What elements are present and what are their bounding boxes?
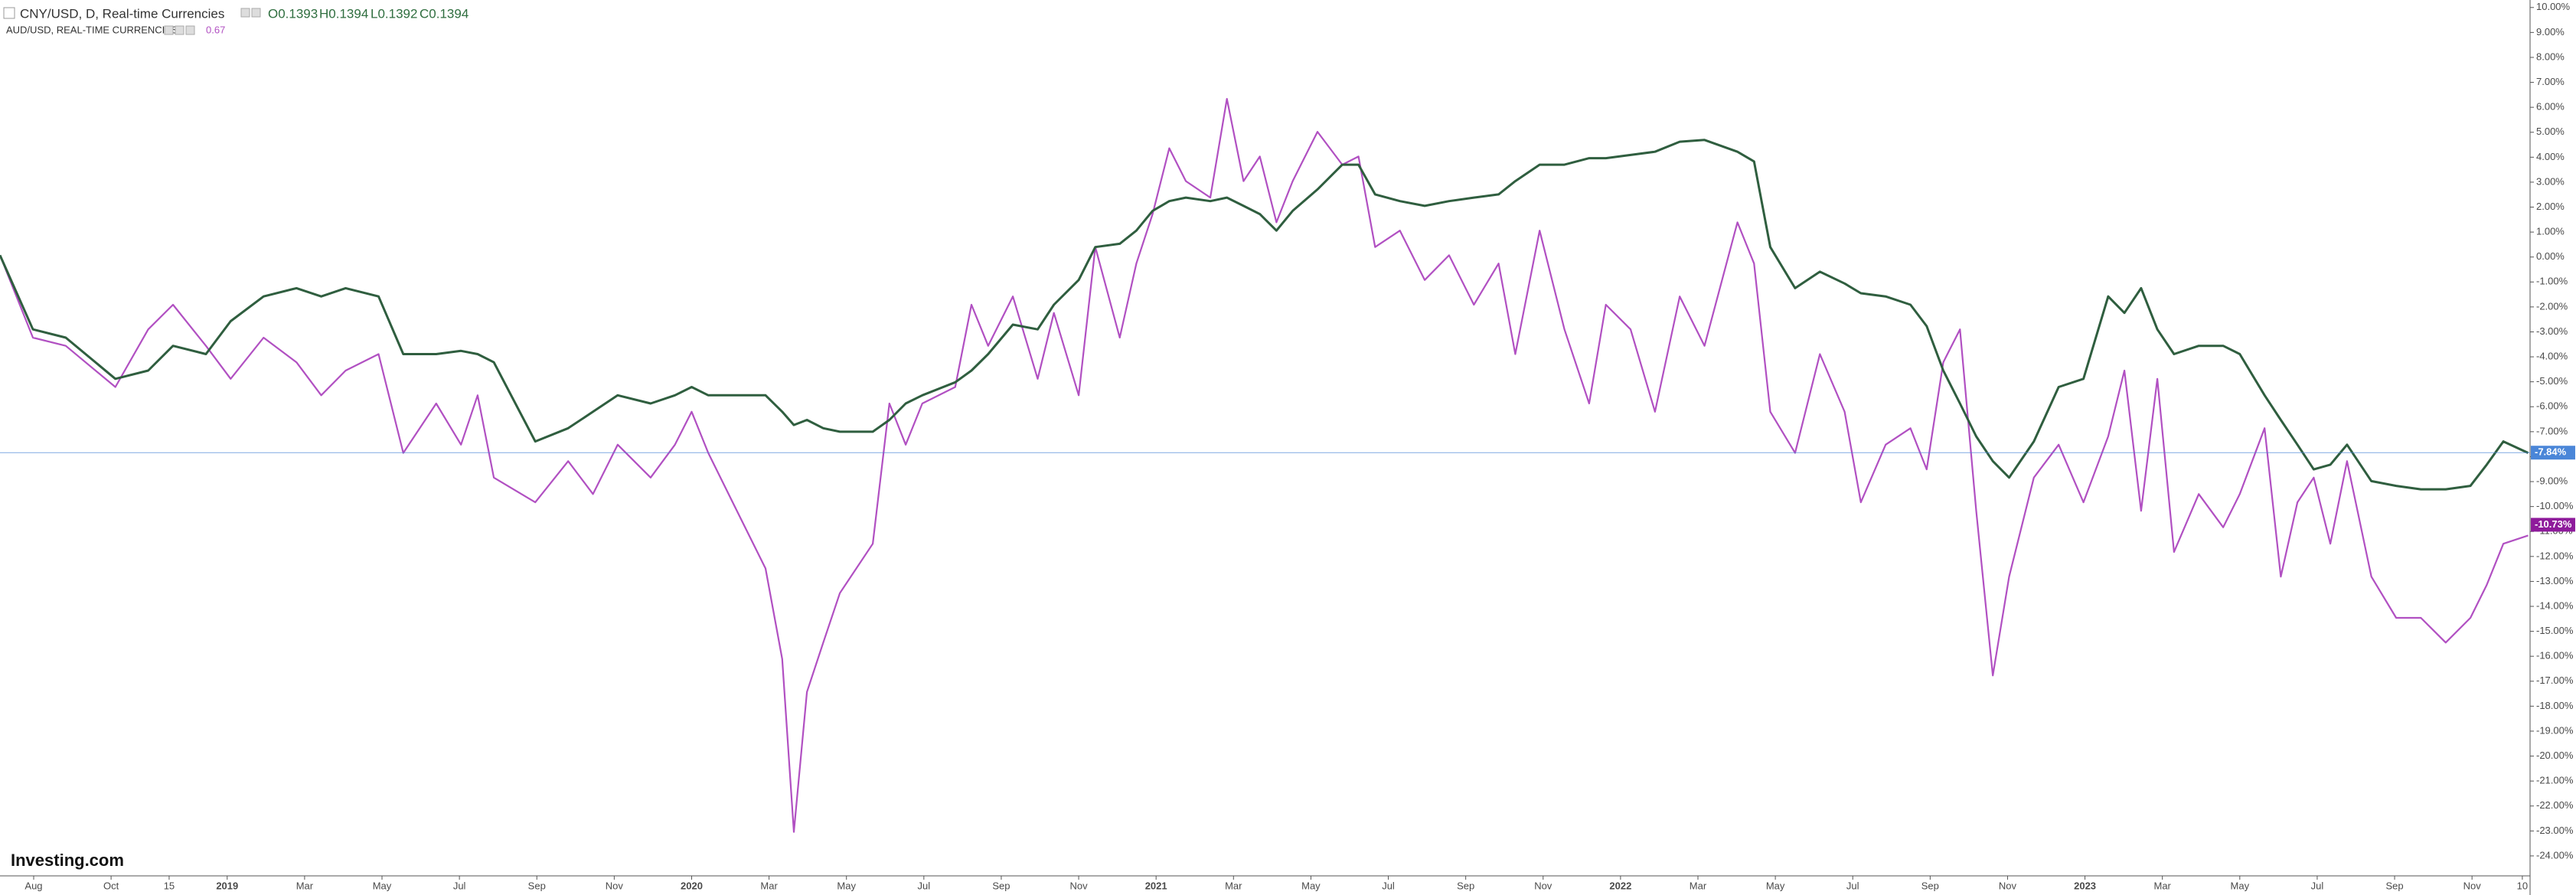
y-tick-label: -3.00% [2536,325,2568,337]
legend-icon[interactable] [251,8,261,18]
last-value-label: -10.73% [2535,518,2572,530]
y-tick-label: 6.00% [2536,101,2565,113]
last-value-label: -7.84% [2535,446,2567,458]
x-tick-label: Mar [1690,880,1707,891]
y-tick-label: 9.00% [2536,26,2565,38]
watermark: Investing.com [11,851,124,870]
y-tick-label: -6.00% [2536,400,2568,412]
y-tick-label: 7.00% [2536,76,2565,87]
y-tick-label: -1.00% [2536,276,2568,287]
legend-icon[interactable] [175,25,184,35]
x-tick-label: Nov [606,880,624,891]
x-tick-label: 15 [164,880,175,891]
x-tick-label: May [2231,880,2250,891]
y-tick-label: -2.00% [2536,300,2568,312]
y-tick-label: -13.00% [2536,575,2574,586]
y-tick-label: -4.00% [2536,351,2568,362]
ohlc-open: O0.1393 [268,6,318,21]
x-tick-label: May [1301,880,1321,891]
y-tick-label: -21.00% [2536,775,2574,786]
y-tick-label: 0.00% [2536,250,2565,262]
y-tick-label: -12.00% [2536,550,2574,561]
y-tick-label: -5.00% [2536,375,2568,387]
legend-icon[interactable] [185,25,195,35]
y-tick-label: 1.00% [2536,226,2565,237]
series-legend: CNY/USD, D, Real-time Currencies [20,6,224,21]
x-tick-label: 2020 [681,880,703,891]
x-tick-label: Jul [918,880,931,891]
y-tick-label: 8.00% [2536,51,2565,62]
x-tick-label: Sep [1457,880,1474,891]
y-tick-label: -23.00% [2536,825,2574,836]
series-line [0,139,2529,491]
x-tick-label: May [1766,880,1785,891]
legend-icon[interactable] [240,8,250,18]
last-value-box [2531,446,2575,460]
x-tick-label: Oct [103,880,119,891]
legend-icon[interactable] [164,25,174,35]
last-value-box [2531,518,2575,532]
y-tick-label: -14.00% [2536,599,2574,611]
x-tick-label: Jul [1846,880,1859,891]
y-tick-label: -24.00% [2536,849,2574,861]
y-tick-label: -18.00% [2536,700,2574,711]
y-tick-label: -7.00% [2536,425,2568,436]
x-tick-label: Sep [1921,880,1939,891]
x-tick-label: Mar [1225,880,1242,891]
y-tick-label: 5.00% [2536,126,2565,137]
x-tick-label: 2022 [1609,880,1631,891]
ohlc-low: L0.1392 [371,6,417,21]
x-tick-label: Nov [2463,880,2482,891]
ohlc-high: H0.1394 [319,6,368,21]
x-tick-label: Jul [2311,880,2324,891]
y-tick-label: 4.00% [2536,151,2565,162]
x-tick-label: May [373,880,392,891]
y-tick-label: 2.00% [2536,201,2565,212]
x-tick-label: Nov [1069,880,1088,891]
y-tick-label: -10.00% [2536,500,2574,511]
y-tick-label: 10.00% [2536,1,2571,12]
x-tick-label: Sep [528,880,546,891]
compare-value: 0.67 [206,24,225,35]
y-tick-label: -20.00% [2536,750,2574,761]
x-tick-label: Sep [2385,880,2403,891]
y-tick-label: -17.00% [2536,675,2574,686]
ohlc-close: C0.1394 [420,6,469,21]
x-tick-label: Sep [992,880,1010,891]
x-tick-label: Mar [2154,880,2172,891]
x-tick-label: 2021 [1145,880,1167,891]
y-tick-label: -15.00% [2536,625,2574,636]
x-tick-label: Nov [1534,880,1552,891]
x-tick-label: Jul [453,880,466,891]
x-tick-label: May [837,880,856,891]
y-tick-label: -9.00% [2536,475,2568,486]
x-tick-label: 10 [2517,880,2528,891]
y-tick-label: -16.00% [2536,650,2574,661]
x-tick-label: Nov [1999,880,2017,891]
series-line [0,98,2529,833]
collapse-icon[interactable] [3,7,15,19]
x-tick-label: Mar [760,880,778,891]
x-tick-label: Mar [296,880,314,891]
x-tick-label: 2019 [216,880,238,891]
y-tick-label: -19.00% [2536,724,2574,736]
x-tick-label: Aug [24,880,42,891]
x-tick-label: 2023 [2074,880,2096,891]
series-legend: AUD/USD, REAL-TIME CURRENCIES [6,24,178,35]
x-tick-label: Jul [1382,880,1395,891]
y-tick-label: -22.00% [2536,799,2574,811]
y-tick-label: 3.00% [2536,175,2565,187]
